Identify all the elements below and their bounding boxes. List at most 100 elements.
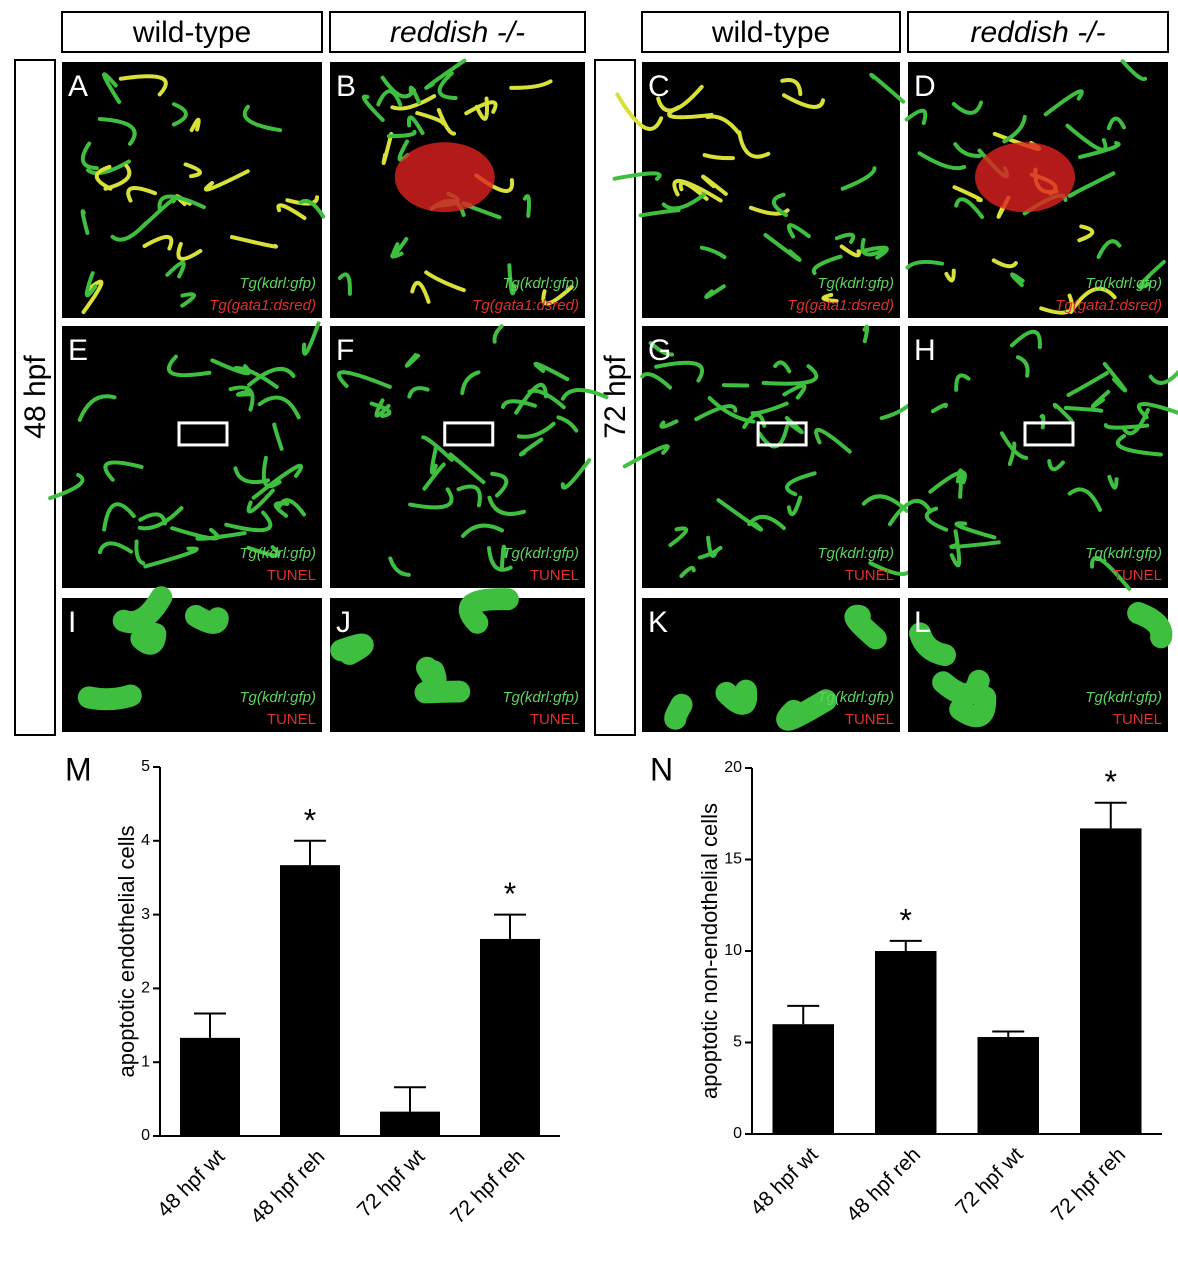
y-tick-label: 0 <box>733 1125 742 1142</box>
vessel <box>701 174 728 196</box>
panel-caption: Tg(kdrl:gfp) <box>239 275 316 292</box>
vessel <box>247 366 296 387</box>
vessel <box>499 544 507 572</box>
vessel <box>905 259 945 270</box>
panel-caption: TUNEL <box>530 711 579 728</box>
vessel <box>407 386 430 399</box>
vessel <box>390 249 404 259</box>
vessel <box>1015 355 1030 378</box>
vessel <box>189 117 201 133</box>
micrograph <box>330 588 585 732</box>
vessel <box>224 510 273 533</box>
panel-letter: E <box>68 334 88 367</box>
micrograph <box>330 324 609 588</box>
panel-caption: Tg(kdrl:gfp) <box>502 689 579 706</box>
vessel <box>748 205 790 216</box>
vessel <box>999 431 1029 460</box>
bar <box>875 951 937 1134</box>
vessel <box>410 280 431 304</box>
vessel <box>404 353 421 368</box>
panel-caption: Tg(kdrl:gfp) <box>502 545 579 562</box>
vessel <box>928 470 967 494</box>
vessel <box>839 244 861 258</box>
panel-caption: Tg(kdrl:gfp) <box>239 689 316 706</box>
vessel <box>298 198 326 219</box>
vessel <box>716 498 764 532</box>
vessel <box>747 514 786 531</box>
vessel <box>415 656 447 691</box>
vessel <box>840 166 877 191</box>
y-tick-label: 10 <box>724 942 742 959</box>
vessel <box>661 192 707 211</box>
vessel <box>763 233 802 262</box>
vessel <box>230 235 279 249</box>
vessel <box>656 84 704 113</box>
vessel <box>785 471 817 497</box>
vessel <box>421 435 454 462</box>
vessel <box>1039 413 1046 430</box>
vessel <box>157 194 206 212</box>
vessel <box>1063 405 1104 413</box>
vessel <box>1120 59 1148 81</box>
panel-letter: F <box>336 334 354 367</box>
vessel <box>1047 459 1065 472</box>
bar <box>1080 828 1142 1134</box>
vessel <box>622 444 670 469</box>
vessel <box>1096 239 1122 259</box>
vessel <box>134 539 146 566</box>
vessel <box>868 561 910 577</box>
panel-caption: TUNEL <box>267 711 316 728</box>
panel-caption: Tg(kdrl:gfp) <box>817 545 894 562</box>
vessel <box>924 506 949 532</box>
vessel <box>560 458 592 490</box>
x-tick-label: 48 hpf reh <box>842 1143 925 1226</box>
vessel <box>909 622 956 667</box>
vessel <box>381 132 394 165</box>
header-label: wild-type <box>711 16 830 49</box>
vessel <box>228 385 255 412</box>
vessel <box>518 437 544 457</box>
vessel <box>388 556 411 577</box>
vessel <box>337 272 352 296</box>
vessel <box>1127 602 1173 649</box>
panel-letter: G <box>648 334 671 367</box>
vessel <box>460 523 505 538</box>
vessel <box>1043 89 1084 117</box>
vessel <box>522 194 531 218</box>
bar <box>180 1037 240 1136</box>
vessel <box>272 422 284 451</box>
panel-letter: I <box>68 606 76 639</box>
panel-letter: K <box>648 606 668 639</box>
vessel <box>704 284 726 299</box>
vessel <box>167 354 212 378</box>
vessel <box>917 151 967 171</box>
panel-caption: Tg(gata1:dsred) <box>1055 297 1162 314</box>
vessel <box>165 260 186 279</box>
vessel <box>80 141 99 171</box>
vessel <box>1121 407 1150 436</box>
y-axis-label: apoptotic non-endothelial cells <box>697 803 722 1099</box>
panel-caption: Tg(gata1:dsred) <box>787 297 894 314</box>
panel-caption: TUNEL <box>530 567 579 584</box>
vessel <box>844 604 887 650</box>
vessel <box>1116 434 1163 457</box>
vessel <box>85 159 131 176</box>
vessel <box>456 484 482 508</box>
y-tick-label: 15 <box>724 851 742 868</box>
micrograph <box>642 598 900 732</box>
panel-caption: Tg(gata1:dsred) <box>209 297 316 314</box>
image-bg <box>642 326 900 588</box>
bar <box>977 1037 1039 1134</box>
vessel <box>699 245 727 260</box>
vessel <box>514 383 548 415</box>
vessel <box>486 546 513 572</box>
vessel <box>1052 402 1074 423</box>
vessel <box>374 398 391 418</box>
side-box <box>14 59 56 736</box>
y-tick-label: 5 <box>141 758 150 775</box>
vessel <box>77 394 117 422</box>
panel-caption: Tg(kdrl:gfp) <box>1085 545 1162 562</box>
vessel <box>464 100 498 116</box>
vessel <box>715 679 758 715</box>
